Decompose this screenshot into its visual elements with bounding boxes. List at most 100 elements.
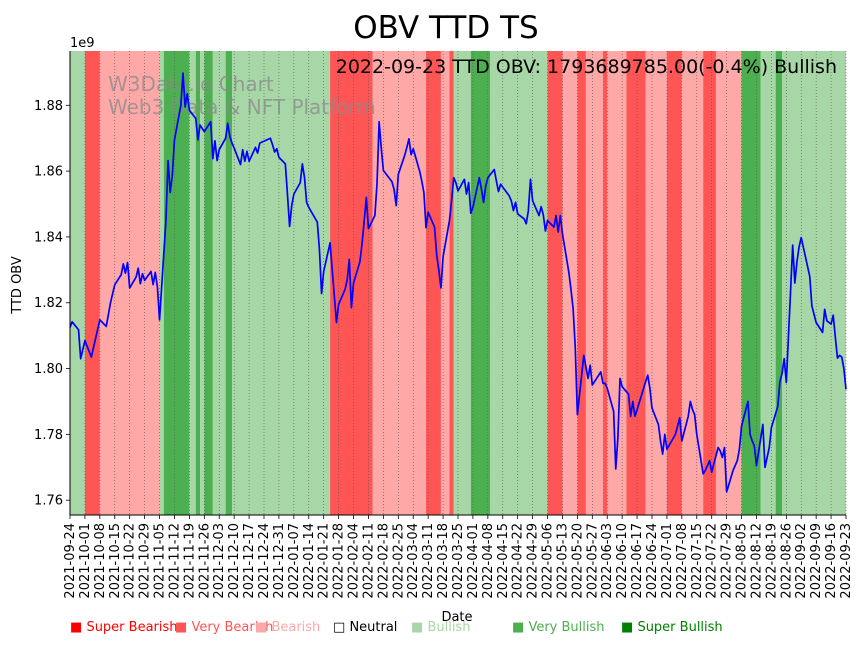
x-tick-label: 2022-03-18 — [436, 523, 451, 599]
x-tick-label: 2022-08-05 — [735, 523, 750, 599]
x-tick-label: 2021-11-05 — [153, 523, 168, 599]
watermark-line-1: W3Data.io Chart — [108, 72, 274, 96]
zone-very-bearish — [449, 51, 454, 515]
x-tick-label: 2022-03-11 — [421, 523, 436, 599]
x-tick-label: 2021-12-31 — [272, 523, 287, 599]
x-tick-label: 2022-08-26 — [779, 523, 794, 599]
zone-bearish — [607, 51, 627, 515]
x-tick-label: 2022-09-02 — [794, 523, 809, 599]
x-tick-label: 2022-04-15 — [496, 523, 511, 599]
chart-subtitle: 2022-09-23 TTD OBV: 1793689785.00(-0.4%)… — [336, 56, 837, 78]
zone-very-bullish — [741, 51, 761, 515]
legend-item-neutral: □ Neutral — [333, 620, 398, 635]
x-axis-label: Date — [441, 610, 472, 625]
legend-item-super-bearish: ■ Super Bearish — [70, 620, 178, 635]
x-tick-label: 2021-10-15 — [108, 523, 123, 599]
x-tick-label: 2021-09-24 — [63, 523, 78, 599]
x-tick-label: 2022-05-13 — [555, 523, 570, 599]
x-tick-label: 2022-02-04 — [347, 523, 362, 599]
zone-bearish — [440, 51, 450, 515]
legend-item-bullish: ■ Bullish — [411, 620, 471, 635]
x-axis-ticks: 2021-09-24 2021-10-01 2021-10-08 2021-10-15… — [63, 515, 854, 599]
zone-very-bearish — [426, 51, 441, 515]
x-tick-label: 2022-03-04 — [406, 523, 421, 599]
y-tick-label: 1.88 — [34, 99, 63, 114]
x-tick-label: 2022-04-08 — [481, 523, 496, 599]
zone-bearish — [372, 51, 427, 515]
legend-item-super-bullish: ■ Super Bullish — [621, 620, 723, 635]
x-tick-label: 2022-04-01 — [466, 523, 481, 599]
zone-very-bullish — [775, 51, 783, 515]
zone-bearish — [585, 51, 603, 515]
y-tick-label: 1.84 — [34, 230, 63, 245]
watermark: W3Data.io Chart Web3 Data & NFT Platform — [108, 72, 376, 119]
x-tick-label: 2022-08-19 — [764, 523, 779, 599]
zone-bullish — [489, 51, 548, 515]
x-tick-label: 2022-08-12 — [749, 523, 764, 599]
x-tick-label: 2021-12-24 — [257, 523, 272, 599]
x-tick-label: 2022-06-17 — [630, 523, 645, 599]
x-tick-label: 2021-11-26 — [197, 523, 212, 599]
y-axis-label: TTD OBV — [10, 256, 25, 315]
zone-bullish — [760, 51, 776, 515]
x-tick-label: 2022-07-15 — [690, 523, 705, 599]
x-tick-label: 2021-12-03 — [212, 523, 227, 599]
x-tick-label: 2021-10-01 — [78, 523, 93, 599]
zone-very-bearish — [577, 51, 586, 515]
zone-bullish — [189, 51, 196, 515]
x-tick-label: 2022-07-08 — [675, 523, 690, 599]
x-tick-label: 2022-06-03 — [600, 523, 615, 599]
y-tick-label: 1.80 — [34, 362, 63, 377]
zone-bearish — [715, 51, 742, 515]
y-tick-label: 1.76 — [34, 494, 63, 509]
watermark-line-2: Web3 Data & NFT Platform — [108, 95, 376, 119]
chart-title: OBV TTD TS — [353, 10, 538, 46]
x-tick-label: 2022-09-23 — [839, 523, 854, 599]
x-tick-label: 2021-10-08 — [93, 523, 108, 599]
x-tick-label: 2022-01-07 — [287, 523, 302, 599]
zone-very-bearish — [602, 51, 608, 515]
x-tick-label: 2021-12-10 — [227, 523, 242, 599]
x-tick-label: 2022-05-06 — [541, 523, 556, 599]
zone-bullish — [232, 51, 331, 515]
zone-very-bearish — [547, 51, 563, 515]
x-tick-label: 2022-09-09 — [809, 523, 824, 599]
y-axis-ticks: 1.76 1.78 1.80 1.82 1.84 1.86 1.88 — [34, 99, 70, 509]
y-tick-label: 1.78 — [34, 428, 63, 443]
zone-very-bearish — [84, 51, 100, 515]
y-tick-label: 1.82 — [34, 296, 63, 311]
x-tick-label: 2022-03-25 — [451, 523, 466, 599]
zone-bullish — [200, 51, 205, 515]
x-tick-label: 2021-10-29 — [138, 523, 153, 599]
x-tick-label: 2021-11-19 — [182, 523, 197, 599]
zone-very-bearish — [666, 51, 682, 515]
legend-item-very-bullish: ■ Very Bullish — [512, 620, 605, 635]
zone-very-bearish — [626, 51, 646, 515]
zone-very-bearish — [330, 51, 373, 515]
x-tick-label: 2022-04-29 — [526, 523, 541, 599]
x-tick-label: 2022-06-24 — [645, 523, 660, 599]
zone-bullish — [70, 51, 85, 515]
x-tick-label: 2022-07-29 — [720, 523, 735, 599]
x-tick-label: 2022-07-22 — [705, 523, 720, 599]
y-multiplier-label: 1e9 — [70, 36, 95, 51]
legend-item-very-bearish: ■ Very Bearish — [175, 620, 274, 635]
zone-very-bullish — [204, 51, 213, 515]
x-tick-label: 2022-05-27 — [585, 523, 600, 599]
x-tick-label: 2022-01-28 — [332, 523, 347, 599]
x-tick-label: 2022-02-11 — [361, 523, 376, 599]
zone-bullish — [782, 51, 846, 515]
x-tick-label: 2021-12-17 — [242, 523, 257, 599]
zone-bullish — [453, 51, 471, 515]
obv-series-line — [69, 72, 847, 493]
x-tick-label: 2022-01-14 — [302, 523, 317, 599]
x-tick-label: 2022-07-01 — [660, 523, 675, 599]
x-tick-label: 2021-10-22 — [123, 523, 138, 599]
y-tick-label: 1.86 — [34, 165, 63, 180]
x-tick-label: 2022-05-20 — [570, 523, 585, 599]
zone-very-bullish — [163, 51, 190, 515]
zone-very-bullish — [195, 51, 201, 515]
x-tick-label: 2022-02-18 — [376, 523, 391, 599]
zone-very-bullish — [225, 51, 233, 515]
